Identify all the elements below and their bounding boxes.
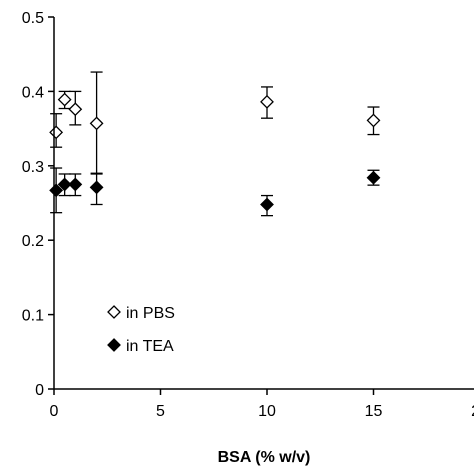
data-point xyxy=(57,92,72,107)
x-axis-title: BSA (% w/v) xyxy=(218,449,311,466)
data-point xyxy=(89,116,104,131)
series-tea xyxy=(49,167,381,217)
legend-marker-tea xyxy=(107,338,121,352)
legend-label: in PBS xyxy=(126,305,175,322)
data-point xyxy=(89,180,104,195)
legend-label: in TEA xyxy=(126,338,174,355)
data-point xyxy=(366,170,381,185)
x-tick-label: 5 xyxy=(156,403,165,420)
data-point xyxy=(57,177,72,192)
y-tick-label: 0 xyxy=(35,382,44,399)
x-tick-label: 10 xyxy=(258,403,276,420)
y-tick-label: 0.3 xyxy=(22,159,44,176)
y-tick-label: 0.1 xyxy=(22,308,44,325)
data-point xyxy=(260,197,274,212)
data-point xyxy=(49,125,64,140)
ticks: 0 0.1 0.2 0.3 0.4 0.5 0 5 10 15 20 xyxy=(22,10,474,420)
y-tick-label: 0.2 xyxy=(22,233,44,250)
legend: in PBS in TEA xyxy=(107,305,175,355)
plot-marks xyxy=(49,71,381,217)
series-pbs xyxy=(49,71,381,174)
y-tick-label: 0.5 xyxy=(22,10,44,27)
data-point xyxy=(68,102,83,117)
data-point xyxy=(49,183,64,198)
x-tick-label: 0 xyxy=(50,403,59,420)
y-tick-label: 0.4 xyxy=(22,84,44,101)
axes: 0 0.1 0.2 0.3 0.4 0.5 0 5 10 15 20 xyxy=(22,10,474,420)
x-tick-label: 15 xyxy=(365,403,383,420)
data-point xyxy=(260,94,274,109)
legend-marker-pbs xyxy=(107,305,121,319)
data-point xyxy=(366,113,381,128)
data-point xyxy=(68,177,83,192)
x-tick-label: 20 xyxy=(471,403,474,420)
